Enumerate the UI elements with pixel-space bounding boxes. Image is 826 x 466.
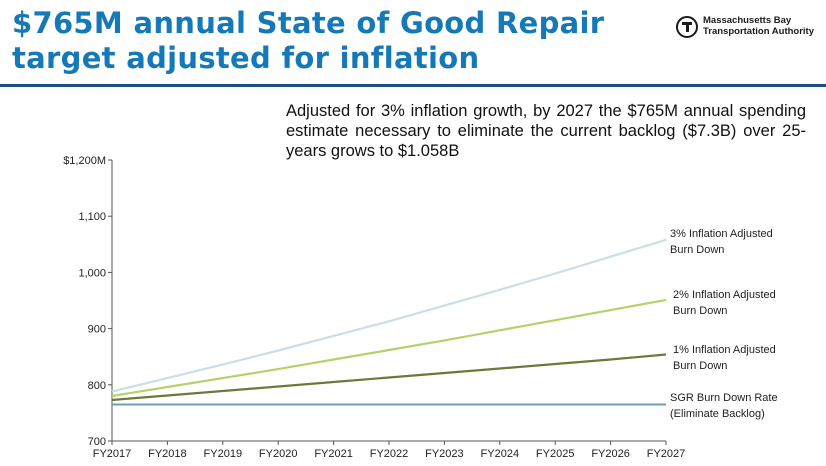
x-tick-label: FY2021 [314, 448, 353, 460]
x-tick-label: FY2020 [259, 448, 298, 460]
chart-axes: 700 800 900 1,000 1,100 $1,200M FY2017 FY2018 FY… [63, 155, 685, 460]
y-tick-label: 800 [88, 380, 106, 392]
x-tick-label: FY2018 [148, 448, 187, 460]
y-tick-label: 700 [88, 436, 106, 448]
y-tick-label: 1,100 [78, 211, 106, 223]
page-title: $765M annual State of Good Repair target… [12, 6, 605, 75]
x-tick-label: FY2026 [591, 448, 630, 460]
series-line-two [111, 298, 667, 398]
x-tick-label: FY2023 [425, 448, 464, 460]
series-line-three [111, 238, 667, 393]
logo-line-1: Massachusetts Bay [703, 15, 792, 26]
series-label-one: 1% Inflation Adjusted [673, 344, 776, 356]
logo-text: Massachusetts Bay Transportation Authori… [703, 15, 826, 37]
x-tick-label: FY2017 [93, 448, 132, 460]
logo-line-2: Transportation Authority [703, 26, 815, 37]
series-label-two: 2% Inflation Adjusted [673, 289, 776, 301]
series-label-three: 3% Inflation Adjusted [670, 228, 773, 240]
series-label-sgr: SGR Burn Down Rate [670, 392, 778, 404]
series-labels: SGR Burn Down Rate (Eliminate Backlog) 1% … [670, 228, 778, 420]
chart-annotation: Adjusted for 3% inflation growth, by 202… [286, 102, 806, 160]
series-label-sgr: (Eliminate Backlog) [670, 408, 765, 420]
series-label-three: Burn Down [670, 244, 724, 256]
header-divider [0, 84, 826, 87]
y-tick-label: 900 [88, 324, 106, 336]
y-tick-label: $1,200M [63, 155, 106, 167]
series-line-one [111, 353, 667, 402]
mbta-t-logo-icon [676, 16, 698, 38]
x-tick-label: FY2027 [647, 448, 686, 460]
y-tick-label: 1,000 [78, 267, 106, 279]
mbta-logo: Massachusetts Bay Transportation Authori… [676, 14, 826, 48]
chart-series [111, 238, 667, 406]
series-label-two: Burn Down [673, 305, 727, 317]
x-tick-label: FY2024 [481, 448, 520, 460]
series-label-one: Burn Down [673, 360, 727, 372]
x-tick-label: FY2025 [536, 448, 575, 460]
x-tick-label: FY2022 [370, 448, 409, 460]
x-tick-label: FY2019 [204, 448, 243, 460]
